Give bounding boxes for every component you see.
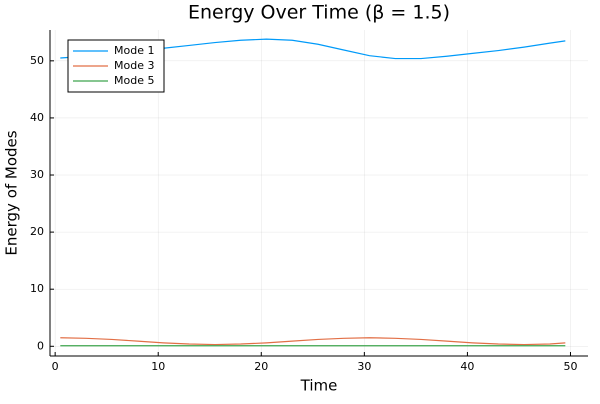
chart-title: Energy Over Time (β = 1.5)	[188, 2, 450, 24]
legend-label: Mode 3	[114, 59, 154, 72]
y-tick-label: 0	[37, 339, 44, 352]
y-tick-label: 50	[30, 54, 44, 67]
x-axis-label: Time	[300, 377, 338, 395]
y-tick-label: 40	[30, 111, 44, 124]
x-tick-label: 20	[254, 360, 268, 373]
x-tick-label: 10	[151, 360, 165, 373]
legend-label: Mode 1	[114, 44, 154, 57]
x-tick-label: 0	[52, 360, 59, 373]
y-tick-label: 30	[30, 168, 44, 181]
x-tick-label: 50	[563, 360, 577, 373]
x-tick-label: 40	[460, 360, 474, 373]
legend-label: Mode 5	[114, 74, 154, 87]
x-tick-label: 30	[357, 360, 371, 373]
series-line	[60, 337, 566, 346]
y-tick-label: 20	[30, 225, 44, 238]
y-tick-label: 10	[30, 282, 44, 295]
y-axis-label: Energy of Modes	[3, 130, 21, 255]
